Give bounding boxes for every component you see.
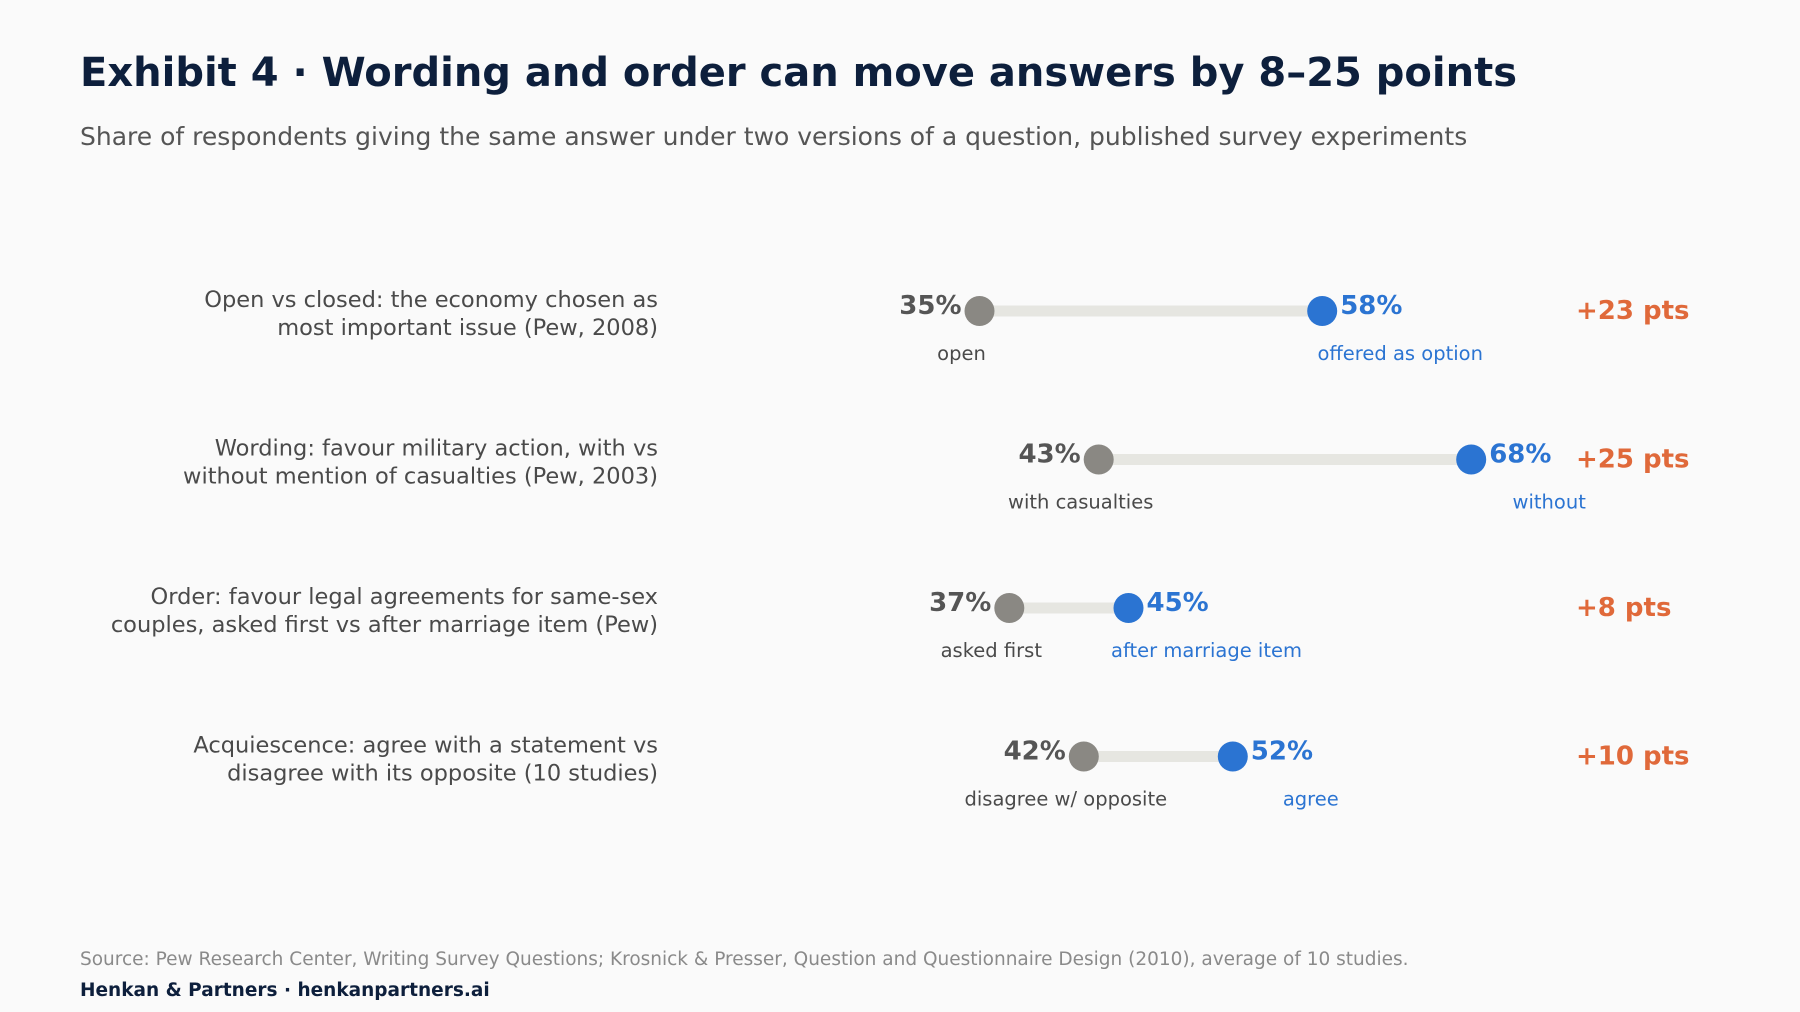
- low-category-label: disagree w/ opposite: [964, 788, 1167, 811]
- source-note: Source: Pew Research Center, Writing Sur…: [80, 949, 1409, 970]
- row-label: Open vs closed: the economy chosen as mos…: [204, 287, 658, 341]
- high-value-label: 68%: [1489, 440, 1551, 470]
- low-value-dot: [1083, 444, 1114, 475]
- row-label-line: couples, asked first vs after marriage i…: [111, 612, 658, 638]
- low-value-label: 42%: [1004, 737, 1066, 767]
- delta-label: +10 pts: [1576, 742, 1690, 772]
- high-category-label: agree: [1283, 788, 1339, 811]
- brand-footer: Henkan & Partners · henkanpartners.ai: [80, 980, 490, 1001]
- low-value-label: 35%: [899, 291, 961, 321]
- chart-subtitle: Share of respondents giving the same ans…: [80, 122, 1468, 151]
- row-label-line: Wording: favour military action, with vs: [215, 436, 658, 462]
- low-value-dot: [964, 296, 995, 326]
- high-category-label: without: [1513, 491, 1587, 514]
- chart-title: Exhibit 4 · Wording and order can move a…: [80, 50, 1518, 96]
- row-label-line: most important issue (Pew, 2008): [277, 315, 658, 341]
- row-label-line: Acquiescence: agree with a statement vs: [193, 733, 658, 759]
- low-value-label: 37%: [929, 588, 991, 618]
- row-label-line: disagree with its opposite (10 studies): [227, 761, 658, 787]
- row-label: Order: favour legal agreements for same-…: [111, 584, 658, 638]
- row-label-line: Open vs closed: the economy chosen as: [204, 287, 658, 313]
- high-value-label: 52%: [1251, 737, 1313, 767]
- high-category-label: offered as option: [1317, 342, 1483, 365]
- high-value-label: 45%: [1147, 588, 1209, 618]
- low-value-label: 43%: [1018, 440, 1080, 470]
- high-value-label: 58%: [1340, 291, 1402, 321]
- low-value-dot: [1068, 741, 1099, 772]
- low-category-label: asked first: [941, 639, 1043, 662]
- high-value-dot: [1307, 296, 1338, 326]
- delta-label: +23 pts: [1576, 296, 1690, 326]
- row-label: Wording: favour military action, with vs…: [183, 436, 658, 490]
- row-label-line: without mention of casualties (Pew, 2003…: [183, 464, 658, 490]
- high-value-dot: [1456, 444, 1487, 475]
- high-value-dot: [1113, 593, 1144, 623]
- low-value-dot: [994, 593, 1025, 623]
- row-label: Acquiescence: agree with a statement vs d…: [193, 733, 658, 787]
- row-label-line: Order: favour legal agreements for same-…: [151, 584, 659, 610]
- low-category-label: with casualties: [1008, 491, 1153, 514]
- high-value-dot: [1217, 741, 1248, 772]
- delta-label: +25 pts: [1576, 445, 1690, 475]
- delta-label: +8 pts: [1576, 593, 1671, 623]
- low-category-label: open: [937, 342, 986, 365]
- high-category-label: after marriage item: [1111, 639, 1302, 662]
